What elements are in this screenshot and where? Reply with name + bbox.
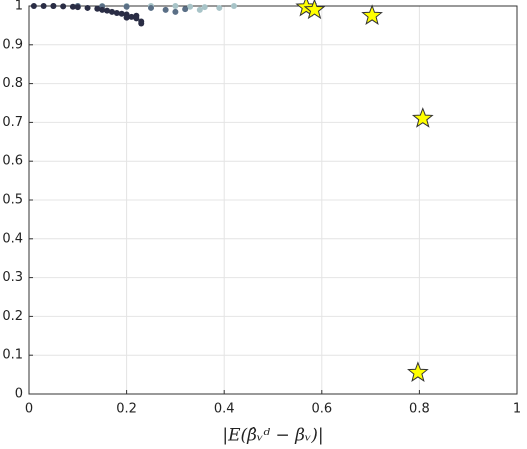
y-tick-label: 0.3: [2, 270, 23, 285]
dot-point: [138, 20, 145, 27]
dot-point: [133, 12, 140, 19]
dot-point: [40, 3, 47, 9]
dot-point: [123, 14, 130, 21]
star-point: [411, 107, 434, 128]
dot-point: [69, 3, 76, 10]
dot-point: [128, 13, 135, 20]
y-tick-label: 0.4: [2, 231, 23, 246]
dot-point: [148, 4, 154, 11]
dot-point: [94, 5, 101, 12]
y-tick-label: 1: [15, 0, 23, 14]
dot-point: [123, 3, 130, 10]
x-tick-label: 0.4: [214, 402, 235, 417]
dot-point: [201, 4, 208, 11]
x-tick-label: 0.8: [409, 402, 430, 417]
x-axis-label: |E(β̂ᵥᵈ − βᵥ)|: [222, 426, 323, 446]
dot-point: [216, 4, 223, 11]
dot-point: [162, 6, 169, 13]
x-tick-label: 0: [25, 402, 33, 417]
dot-point: [187, 3, 194, 10]
dot-point: [118, 10, 125, 17]
y-tick-label: 0: [15, 387, 23, 402]
dot-point: [172, 3, 179, 9]
dot-point: [50, 3, 57, 9]
dot-point: [74, 4, 81, 11]
y-tick-label: 0.7: [2, 115, 23, 130]
star-point: [361, 4, 383, 25]
dot-point: [60, 3, 67, 10]
dot-point: [172, 8, 179, 15]
plot-frame: [28, 5, 518, 395]
x-tick-label: 0.6: [311, 402, 332, 417]
dot-point: [108, 8, 115, 15]
x-tick-label: 0.2: [116, 402, 137, 417]
y-tick-label: 0.9: [2, 37, 23, 52]
dot-point: [196, 6, 203, 13]
y-tick-label: 0.8: [2, 76, 23, 91]
dot-point: [230, 3, 237, 9]
dot-point: [182, 6, 189, 13]
dot-point: [84, 4, 91, 11]
star-point: [407, 361, 429, 382]
y-tick-label: 0.6: [2, 154, 23, 169]
dot-point: [113, 9, 120, 16]
y-tick-label: 0.5: [2, 193, 23, 208]
dot-point: [30, 3, 37, 9]
y-tick-label: 0.2: [2, 309, 23, 324]
y-tick-label: 0.1: [2, 348, 23, 363]
star-point: [303, 0, 326, 20]
x-tick-label: 1: [513, 402, 521, 417]
dot-point: [104, 7, 111, 14]
dot-point: [99, 6, 106, 13]
